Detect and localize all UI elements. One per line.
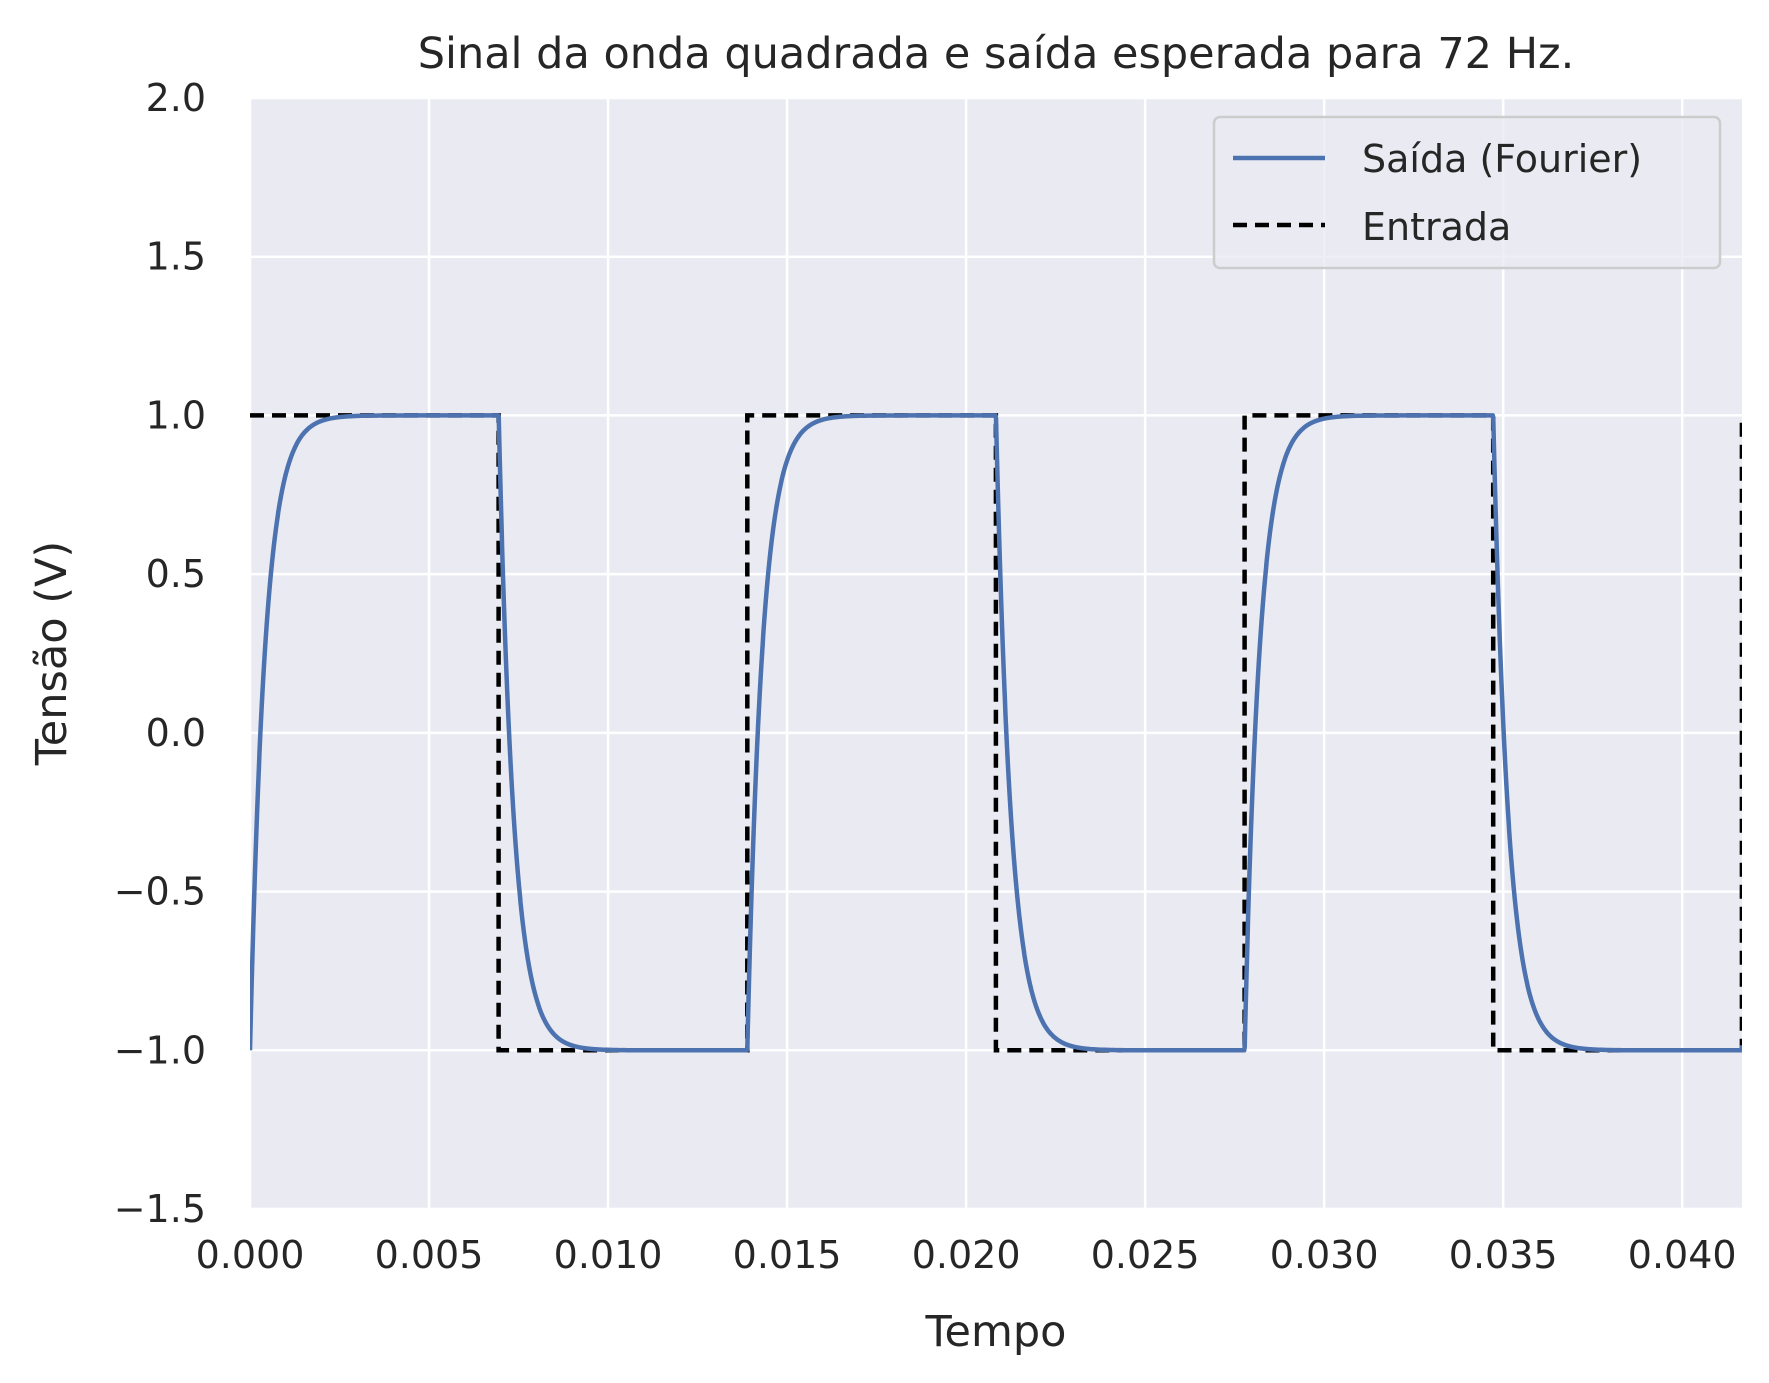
x-axis-label: Tempo [925, 1307, 1067, 1357]
series-line-saida-fourier [250, 413, 1742, 1053]
y-tick-label: −0.5 [114, 870, 206, 914]
y-tick-label: 1.0 [146, 393, 206, 437]
x-tick-label: 0.030 [1270, 1233, 1379, 1277]
x-tick-label: 0.005 [375, 1233, 484, 1277]
legend: Saída (Fourier) Entrada [1212, 115, 1722, 270]
chart-title: Sinal da onda quadrada e saída esperada … [418, 29, 1575, 79]
y-tick-label: 1.5 [146, 235, 206, 279]
legend-label-saida-fourier: Saída (Fourier) [1362, 137, 1642, 181]
x-tick-label: 0.010 [554, 1233, 663, 1277]
x-grid-lines [248, 98, 1684, 1209]
x-tick-label: 0.020 [912, 1233, 1021, 1277]
y-axis-label: Tensão (V) [27, 541, 77, 766]
legend-frame [1212, 115, 1722, 270]
y-tick-label: 2.0 [146, 76, 206, 120]
x-tick-label: 0.035 [1449, 1233, 1558, 1277]
legend-label-entrada: Entrada [1362, 205, 1511, 249]
y-tick-label: −1.5 [114, 1187, 206, 1231]
x-tick-label: 0.000 [196, 1233, 305, 1277]
y-tick-label: 0.0 [146, 711, 206, 755]
x-tick-label: 0.015 [733, 1233, 842, 1277]
y-tick-label: −1.0 [114, 1028, 206, 1072]
y-tick-label: 0.5 [146, 552, 206, 596]
x-tick-labels: 0.000 0.005 0.010 0.015 0.020 0.025 0.030 0.035… [196, 1233, 1737, 1277]
y-tick-labels: −1.5 −1.0 −0.5 0.0 0.5 1.0 1.5 2.0 [114, 76, 206, 1231]
x-tick-label: 0.040 [1628, 1233, 1737, 1277]
x-tick-label: 0.025 [1091, 1233, 1200, 1277]
